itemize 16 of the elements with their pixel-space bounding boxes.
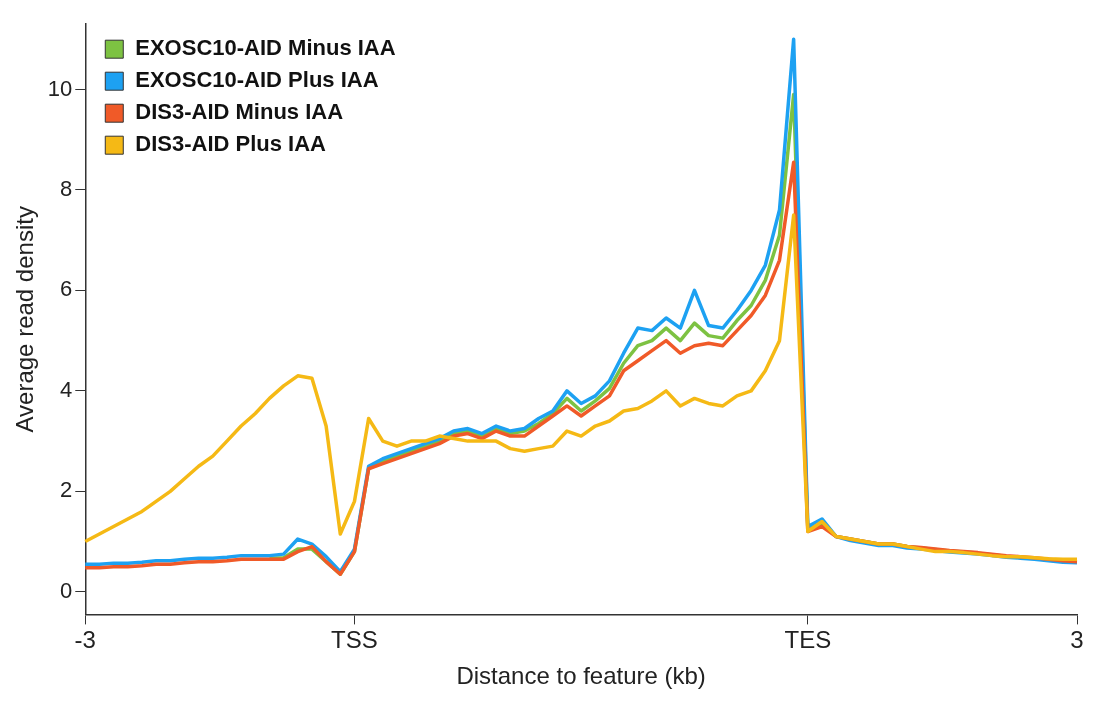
y-tick-label: 2 (60, 477, 73, 503)
x-tick-label: TES (784, 626, 832, 654)
legend-label: DIS3-AID Plus IAA (135, 131, 327, 157)
x-tick-label: 3 (1070, 626, 1084, 654)
legend-label: EXOSC10-AID Minus IAA (135, 35, 396, 61)
y-tick-label: 8 (60, 176, 73, 202)
y-tick-label: 10 (47, 75, 73, 101)
x-tick-label: -3 (74, 626, 96, 654)
y-axis-title: Average read density (11, 206, 39, 433)
legend-label: DIS3-AID Minus IAA (135, 99, 344, 125)
y-tick-label: 0 (60, 577, 73, 603)
x-axis-title: Distance to feature (kb) (456, 662, 706, 690)
legend-label: EXOSC10-AID Plus IAA (135, 67, 379, 93)
y-tick-label: 4 (60, 376, 73, 402)
y-tick-label: 6 (60, 276, 73, 302)
x-tick-label: TSS (331, 626, 378, 654)
